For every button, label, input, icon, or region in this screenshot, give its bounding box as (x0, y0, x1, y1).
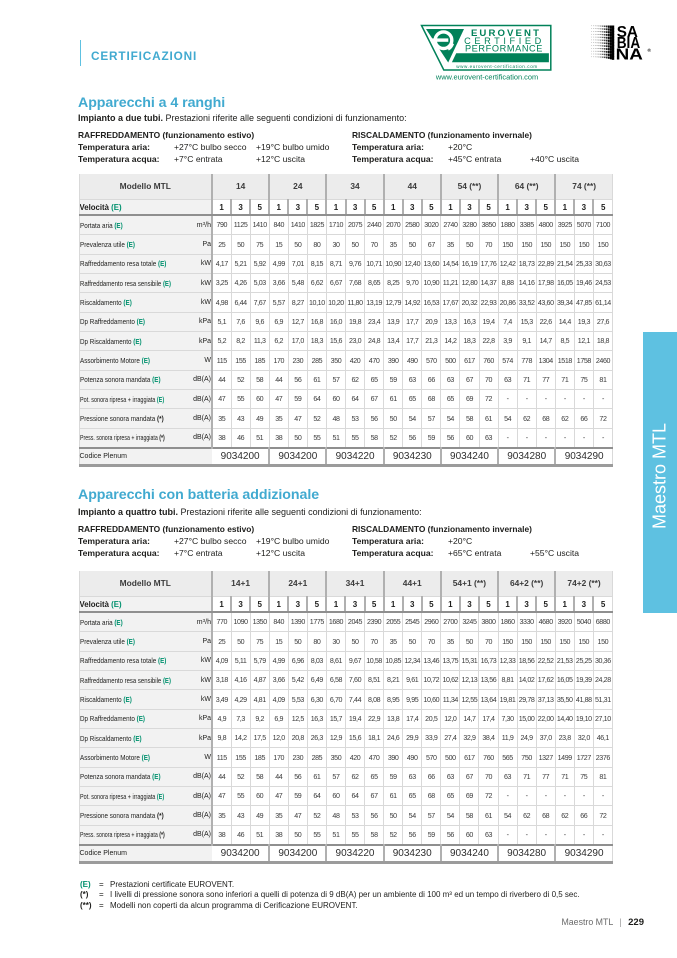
svg-text:BIA: BIA (617, 35, 641, 52)
svg-text:CERTIFIED: CERTIFIED (464, 36, 545, 46)
svg-text:EUROVENT: EUROVENT (471, 28, 541, 39)
svg-text:PERFORMANCE: PERFORMANCE (465, 44, 543, 54)
svg-text:www.eurovent-certification.com: www.eurovent-certification.com (456, 64, 538, 69)
svg-text:SA: SA (617, 24, 639, 41)
svg-text:www.eurovent-certification.com: www.eurovent-certification.com (435, 73, 538, 82)
svg-text:®: ® (648, 47, 652, 53)
svg-text:NA: NA (616, 46, 644, 62)
